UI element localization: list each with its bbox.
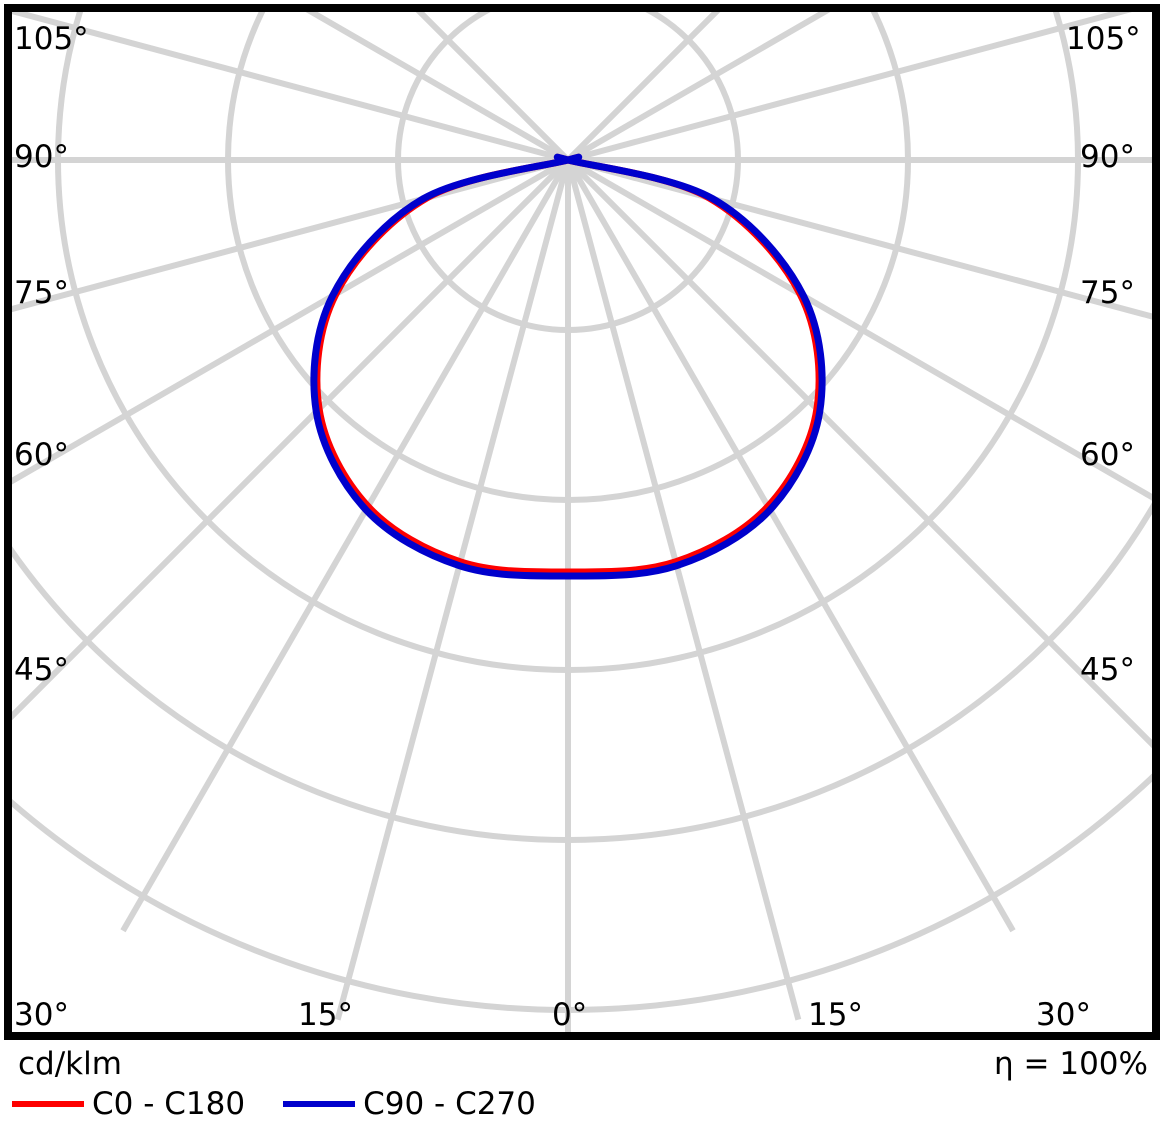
angle-label-bottom-1: 0° [552, 997, 588, 1033]
legend-entry-0[interactable]: C0 - C180 [12, 1086, 245, 1122]
angle-label-right-1: 90° [1080, 139, 1135, 175]
angle-label-left-5: 30° [14, 997, 69, 1033]
angle-label-right-5: 30° [1036, 997, 1091, 1033]
legend-color-swatch [12, 1101, 84, 1107]
angle-label-bottom-0: 15° [298, 997, 353, 1033]
angle-label-left-1: 90° [14, 139, 69, 175]
angle-label-right-4: 45° [1080, 652, 1135, 688]
angle-label-right-3: 60° [1080, 437, 1135, 473]
legend: C0 - C180 C90 - C270 [12, 1086, 536, 1122]
diagram-footer: cd/klm η = 100% C0 - C180 C90 - C270 [0, 1040, 1164, 1143]
legend-color-swatch [283, 1101, 356, 1107]
legend-label: C90 - C270 [363, 1086, 536, 1122]
unit-label: cd/klm [18, 1046, 122, 1082]
angle-label-left-4: 45° [14, 652, 69, 688]
angle-label-bottom-2: 15° [808, 997, 863, 1033]
plot-frame [4, 4, 1160, 1040]
efficiency-label: η = 100% [994, 1046, 1148, 1082]
angle-label-right-2: 75° [1080, 275, 1135, 311]
angle-label-right-0: 105° [1066, 21, 1141, 57]
angle-label-left-2: 75° [14, 275, 69, 311]
legend-label: C0 - C180 [92, 1086, 246, 1122]
legend-entry-1[interactable]: C90 - C270 [283, 1086, 536, 1122]
angle-label-left-3: 60° [14, 437, 69, 473]
angle-label-left-0: 105° [14, 21, 89, 57]
